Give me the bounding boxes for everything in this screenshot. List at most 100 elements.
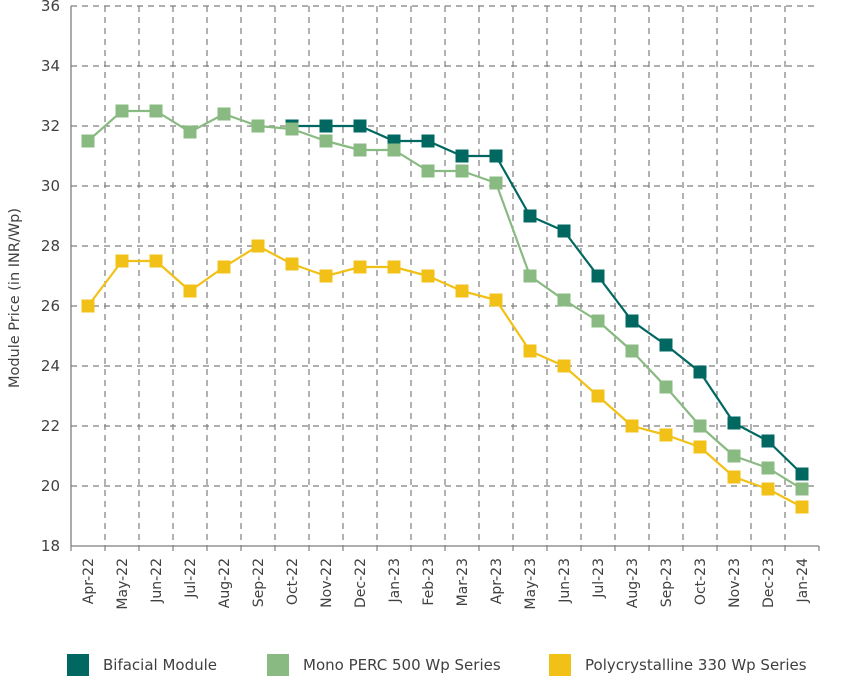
data-point-marker — [761, 482, 775, 496]
data-point-marker — [625, 344, 639, 358]
data-point-marker — [659, 428, 673, 442]
data-point-marker — [421, 269, 435, 283]
series-group — [81, 104, 809, 514]
x-tick-label: Jan-24 — [795, 558, 811, 604]
data-point-marker — [523, 209, 537, 223]
x-tick-label: Sep-22 — [251, 558, 267, 607]
data-point-marker — [251, 239, 265, 253]
data-point-marker — [625, 419, 639, 433]
data-point-marker — [319, 134, 333, 148]
legend-label: Polycrystalline 330 Wp Series — [585, 656, 807, 674]
x-tick-label: Jul-23 — [591, 558, 607, 599]
data-point-marker — [523, 344, 537, 358]
data-point-marker — [761, 461, 775, 475]
series-line — [292, 124, 803, 475]
x-tick-label: Sep-23 — [659, 558, 675, 607]
data-point-marker — [353, 119, 367, 133]
y-tick-label: 18 — [41, 537, 60, 555]
data-point-marker — [115, 104, 129, 118]
y-tick-label: 28 — [41, 237, 60, 255]
legend-label: Bifacial Module — [103, 656, 218, 674]
x-tick-labels: Apr-22 May-22 Jun-22 Jul-22 Aug-22 Sep-22 Oct-… — [81, 558, 811, 610]
y-tick-labels: 18 20 22 24 26 28 30 32 34 36 — [41, 0, 60, 555]
x-tick-label: Nov-22 — [319, 558, 335, 608]
y-tick-label: 26 — [41, 297, 60, 315]
x-tick-label: Mar-23 — [455, 558, 471, 606]
data-point-marker — [455, 164, 469, 178]
data-point-marker — [761, 434, 775, 448]
series-line — [87, 244, 803, 508]
legend-item-mono-perc[interactable]: Mono PERC 500 Wp Series — [267, 652, 501, 678]
data-point-marker — [489, 293, 503, 307]
data-point-marker — [693, 440, 707, 454]
legend-swatch-mono-perc — [267, 654, 289, 676]
y-tick-label: 20 — [41, 477, 60, 495]
data-point-marker — [523, 269, 537, 283]
x-tick-label: Nov-23 — [727, 558, 743, 608]
x-tick-label: May-23 — [523, 558, 539, 610]
data-point-marker — [659, 338, 673, 352]
data-point-marker — [285, 257, 299, 271]
series-line — [87, 109, 803, 490]
data-point-marker — [285, 122, 299, 136]
x-tick-label: Aug-22 — [217, 558, 233, 608]
data-point-marker — [115, 254, 129, 268]
x-tick-label: Jun-23 — [557, 558, 573, 604]
data-point-marker — [659, 380, 673, 394]
legend-item-bifacial[interactable]: Bifacial Module — [67, 652, 217, 678]
data-point-marker — [795, 482, 809, 496]
data-point-marker — [557, 359, 571, 373]
data-point-marker — [387, 143, 401, 157]
x-tick-label: Dec-22 — [353, 558, 369, 608]
x-tick-label: Apr-23 — [489, 558, 505, 604]
data-point-marker — [455, 149, 469, 163]
y-tick-label: 36 — [41, 0, 60, 15]
data-point-marker — [217, 107, 231, 121]
legend-swatch-bifacial — [67, 654, 89, 676]
line-chart: 18 20 22 24 26 28 30 32 34 36 Apr-22 May-22 Jun-22 J… — [7, 0, 820, 610]
data-point-marker — [455, 284, 469, 298]
x-tick-label: Apr-22 — [81, 558, 97, 604]
data-point-marker — [727, 449, 741, 463]
data-point-marker — [795, 467, 809, 481]
axes — [70, 6, 820, 551]
data-point-marker — [217, 260, 231, 274]
grid — [71, 5, 819, 546]
data-point-marker — [693, 419, 707, 433]
data-point-marker — [489, 176, 503, 190]
y-tick-label: 34 — [41, 57, 60, 75]
data-point-marker — [727, 470, 741, 484]
y-tick-label: 32 — [41, 117, 60, 135]
data-point-marker — [319, 119, 333, 133]
x-tick-label: Jul-22 — [183, 558, 199, 599]
data-point-marker — [591, 314, 605, 328]
x-tick-label: Oct-22 — [285, 558, 301, 605]
legend: Bifacial Module Mono PERC 500 Wp Series … — [0, 652, 868, 682]
x-tick-label: Aug-23 — [625, 558, 641, 608]
data-point-marker — [557, 224, 571, 238]
series-mono-perc-500-wp-series — [81, 104, 809, 496]
x-tick-label: Dec-23 — [761, 558, 777, 608]
y-tick-label: 24 — [41, 357, 60, 375]
data-point-marker — [81, 299, 95, 313]
data-point-marker — [591, 389, 605, 403]
data-point-marker — [557, 293, 571, 307]
data-point-marker — [727, 416, 741, 430]
data-point-marker — [421, 134, 435, 148]
y-axis-label: Module Price (in INR/Wp) — [7, 208, 23, 388]
data-point-marker — [489, 149, 503, 163]
data-point-marker — [795, 500, 809, 514]
legend-item-polycrystalline[interactable]: Polycrystalline 330 Wp Series — [549, 652, 807, 678]
data-point-marker — [693, 365, 707, 379]
x-tick-label: May-22 — [115, 558, 131, 610]
data-point-marker — [387, 260, 401, 274]
data-point-marker — [149, 254, 163, 268]
data-point-marker — [319, 269, 333, 283]
y-tick-label: 30 — [41, 177, 60, 195]
data-point-marker — [183, 125, 197, 139]
data-point-marker — [421, 164, 435, 178]
data-point-marker — [251, 119, 265, 133]
data-point-marker — [591, 269, 605, 283]
data-point-marker — [81, 134, 95, 148]
x-tick-label: Feb-23 — [421, 558, 437, 606]
